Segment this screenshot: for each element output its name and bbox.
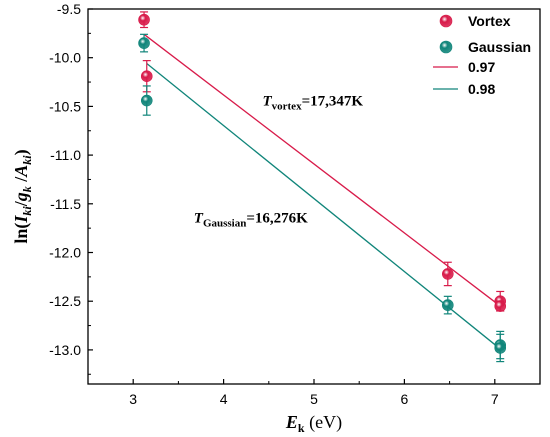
y-tick-label: -12.5: [49, 293, 81, 309]
x-tick-label: 3: [129, 391, 137, 407]
legend-marker-gaussian: [439, 40, 453, 54]
y-title-part: ki: [20, 206, 34, 216]
y-title-part: I: [11, 215, 31, 224]
y-tick-label: -13.0: [49, 342, 81, 358]
legend-marker-vortex: [439, 14, 453, 28]
x-tick-label: 7: [491, 391, 499, 407]
point-gaussian-4: [494, 342, 507, 354]
y-title-part: ln(: [11, 223, 32, 244]
y-tick-label: -9.5: [57, 1, 81, 17]
y-title-part: g: [11, 192, 31, 202]
fit-line-2: [146, 63, 501, 350]
x-axis-title-unit: (eV): [305, 412, 342, 433]
point-vortex-1: [140, 70, 153, 83]
point-gaussian-2: [441, 299, 454, 311]
y-title-part: /: [11, 176, 31, 187]
y-title-part: ki: [20, 155, 34, 165]
fit-line-1: [143, 33, 501, 307]
annotation-vortex-temperature: Tvortex=17,347K: [262, 93, 363, 112]
plot-area: [138, 11, 507, 363]
y-axis-title: ln(Iki/gk /Aki): [11, 149, 34, 243]
legend-label-vortex: Vortex: [468, 13, 511, 29]
x-axis-title-sub: k: [298, 421, 305, 435]
data-points: [138, 11, 507, 363]
legend-label-fit-1: 0.97: [468, 59, 495, 75]
x-tick-label: 4: [220, 391, 228, 407]
point-gaussian-0: [138, 37, 150, 49]
y-title-part: /: [11, 200, 31, 207]
legend-label-gaussian: Gaussian: [468, 39, 531, 55]
x-axis: 3 4 5 6 7: [87, 379, 541, 407]
y-tick-label: -10.0: [49, 50, 81, 66]
y-title-part: A: [11, 165, 31, 178]
y-title-part: k: [20, 186, 34, 192]
x-axis-title: Ek (eV): [285, 412, 342, 435]
x-tick-label: 6: [401, 391, 409, 407]
y-tick-label: -12.0: [49, 245, 81, 261]
y-tick-label: -11.0: [50, 147, 81, 163]
point-gaussian-1: [140, 94, 153, 107]
y-tick-label: -10.5: [49, 98, 81, 114]
point-vortex-4: [494, 300, 507, 312]
annotation-gaussian-temperature: TGaussian=16,276K: [194, 210, 308, 229]
x-tick-label: 5: [310, 391, 318, 407]
fit-lines: [143, 33, 501, 350]
legend: Vortex Gaussian 0.97 0.98: [433, 13, 531, 97]
legend-label-fit-2: 0.98: [468, 81, 495, 97]
y-tick-label: -11.5: [50, 196, 81, 212]
x-axis-title-main: E: [285, 412, 298, 432]
y-title-part: ): [11, 149, 32, 155]
point-vortex-0: [138, 13, 150, 26]
point-vortex-2: [441, 268, 454, 280]
y-axis: -9.5 -10.0 -10.5 -11.0 -11.5 -12.0 -12.5 -13.0: [49, 1, 93, 375]
